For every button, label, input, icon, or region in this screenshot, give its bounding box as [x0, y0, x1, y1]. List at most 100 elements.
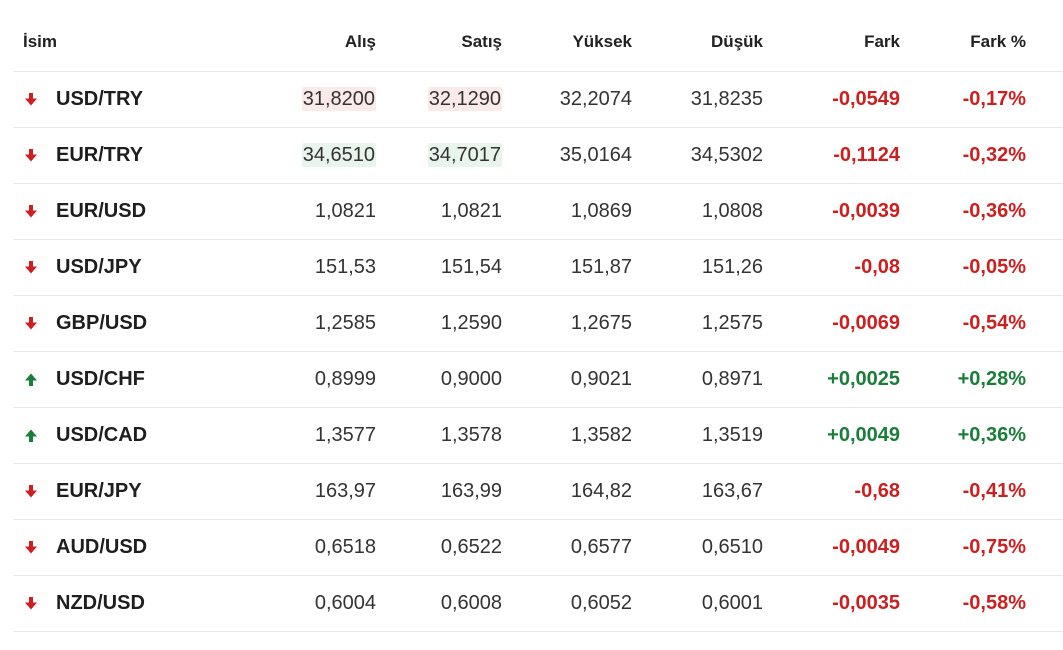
high-value: 0,9021: [570, 368, 632, 390]
arrow-down-icon: [24, 260, 38, 276]
change-cell: -0,0049: [763, 536, 900, 559]
pair-name[interactable]: EUR/TRY: [56, 144, 144, 166]
table-row[interactable]: EUR/JPY 163,97 163,99 164,82 163,67 -0,68 -0,4…: [14, 464, 1063, 520]
table-row[interactable]: GBP/USD 1,2585 1,2590 1,2675 1,2575 -0,0069 -0…: [14, 296, 1063, 352]
change-value: -0,0035: [832, 592, 900, 614]
bid-value: 0,8999: [314, 368, 376, 390]
pair-cell[interactable]: EUR/USD: [14, 200, 266, 223]
table-row[interactable]: USD/CAD 1,3577 1,3578 1,3582 1,3519 +0,0049 +0…: [14, 408, 1063, 464]
high-cell: 0,9021: [502, 368, 632, 391]
pair-cell[interactable]: AUD/USD: [14, 536, 266, 559]
change-pct-value: -0,17%: [962, 88, 1026, 110]
pair-cell[interactable]: USD/TRY: [14, 88, 266, 111]
bid-cell: 0,6518: [266, 536, 376, 559]
high-cell: 32,2074: [502, 88, 632, 111]
change-value: -0,0069: [832, 312, 900, 334]
pair-cell[interactable]: NZD/USD: [14, 592, 266, 615]
change-pct-cell: +0,36%: [900, 424, 1026, 447]
low-value: 163,67: [701, 480, 763, 502]
ask-value: 1,3578: [440, 424, 502, 446]
change-value: -0,0039: [832, 200, 900, 222]
bid-cell: 31,8200: [266, 87, 376, 111]
change-pct-cell: -0,54%: [900, 312, 1026, 335]
ask-value: 0,6008: [440, 592, 502, 614]
change-pct-value: -0,41%: [962, 480, 1026, 502]
pair-cell[interactable]: USD/CAD: [14, 424, 266, 447]
table-row[interactable]: USD/CHF 0,8999 0,9000 0,9021 0,8971 +0,0025 +0…: [14, 352, 1063, 408]
low-value: 31,8235: [690, 88, 763, 110]
pair-name[interactable]: USD/CAD: [56, 424, 148, 446]
low-value: 0,8971: [701, 368, 763, 390]
bid-cell: 151,53: [266, 256, 376, 279]
pair-cell[interactable]: USD/CHF: [14, 368, 266, 391]
arrow-up-icon: [24, 428, 38, 444]
change-pct-value: -0,54%: [962, 312, 1026, 334]
table-row[interactable]: AUD/USD 0,6518 0,6522 0,6577 0,6510 -0,0049 -0…: [14, 520, 1063, 576]
low-cell: 31,8235: [632, 88, 763, 111]
pair-cell[interactable]: USD/JPY: [14, 256, 266, 279]
change-value: -0,0549: [832, 88, 900, 110]
change-pct-cell: -0,41%: [900, 480, 1026, 503]
ask-cell: 0,6008: [376, 592, 502, 615]
column-header-low[interactable]: Düşük: [711, 31, 763, 51]
change-value: -0,08: [854, 256, 900, 278]
change-pct-value: -0,05%: [962, 256, 1026, 278]
table-row[interactable]: NZD/USD 0,6004 0,6008 0,6052 0,6001 -0,0035 -0…: [14, 576, 1063, 632]
high-cell: 1,2675: [502, 312, 632, 335]
bid-cell: 1,0821: [266, 200, 376, 223]
high-cell: 164,82: [502, 480, 632, 503]
high-value: 0,6577: [570, 536, 632, 558]
column-header-high[interactable]: Yüksek: [572, 31, 632, 51]
change-pct-value: -0,75%: [962, 536, 1026, 558]
pair-name[interactable]: USD/CHF: [56, 368, 145, 390]
pair-name[interactable]: GBP/USD: [56, 312, 148, 334]
pair-name[interactable]: USD/JPY: [56, 256, 142, 278]
column-header-change-pct[interactable]: Fark %: [970, 31, 1026, 51]
column-header-name[interactable]: İsim: [23, 31, 58, 51]
change-pct-value: -0,36%: [962, 200, 1026, 222]
change-pct-cell: -0,58%: [900, 592, 1026, 615]
arrow-down-icon: [24, 316, 38, 332]
change-value: +0,0025: [827, 368, 900, 390]
high-cell: 151,87: [502, 256, 632, 279]
pair-name[interactable]: EUR/USD: [56, 200, 147, 222]
low-cell: 34,5302: [632, 144, 763, 167]
pair-name[interactable]: AUD/USD: [56, 536, 148, 558]
ask-value: 1,0821: [440, 200, 502, 222]
low-value: 1,0808: [701, 200, 763, 222]
table-row[interactable]: USD/JPY 151,53 151,54 151,87 151,26 -0,08 -0,0…: [14, 240, 1063, 296]
ask-cell: 1,3578: [376, 424, 502, 447]
ask-cell: 32,1290: [376, 87, 502, 111]
pair-cell[interactable]: EUR/TRY: [14, 144, 266, 167]
pair-cell[interactable]: EUR/JPY: [14, 480, 266, 503]
bid-value: 1,0821: [314, 200, 376, 222]
change-cell: -0,0069: [763, 312, 900, 335]
ask-value: 34,7017: [427, 143, 502, 167]
high-value: 32,2074: [559, 88, 632, 110]
pair-name[interactable]: EUR/JPY: [56, 480, 142, 502]
ask-cell: 163,99: [376, 480, 502, 503]
bid-value: 0,6004: [314, 592, 376, 614]
ask-value: 1,2590: [440, 312, 502, 334]
change-value: -0,0049: [832, 536, 900, 558]
change-pct-cell: -0,17%: [900, 88, 1026, 111]
table-row[interactable]: USD/TRY 31,8200 32,1290 32,2074 31,8235 -0,05…: [14, 72, 1063, 128]
change-cell: -0,68: [763, 480, 900, 503]
column-header-change[interactable]: Fark: [864, 31, 900, 51]
change-cell: -0,08: [763, 256, 900, 279]
pair-cell[interactable]: GBP/USD: [14, 312, 266, 335]
bid-value: 0,6518: [314, 536, 376, 558]
table-header: İsim Alış Satış Yüksek Düşük Fark Fark %: [14, 12, 1063, 72]
low-cell: 163,67: [632, 480, 763, 503]
table-row[interactable]: EUR/USD 1,0821 1,0821 1,0869 1,0808 -0,0039 -0…: [14, 184, 1063, 240]
low-value: 1,2575: [701, 312, 763, 334]
pair-name[interactable]: USD/TRY: [56, 88, 144, 110]
column-header-ask[interactable]: Satış: [461, 31, 502, 51]
column-header-bid[interactable]: Alış: [344, 31, 376, 51]
change-cell: -0,0035: [763, 592, 900, 615]
pair-name[interactable]: NZD/USD: [56, 592, 145, 614]
table-row[interactable]: EUR/TRY 34,6510 34,7017 35,0164 34,5302 -0,11…: [14, 128, 1063, 184]
bid-value: 1,2585: [314, 312, 376, 334]
bid-cell: 163,97: [266, 480, 376, 503]
change-pct-value: +0,36%: [957, 424, 1026, 446]
